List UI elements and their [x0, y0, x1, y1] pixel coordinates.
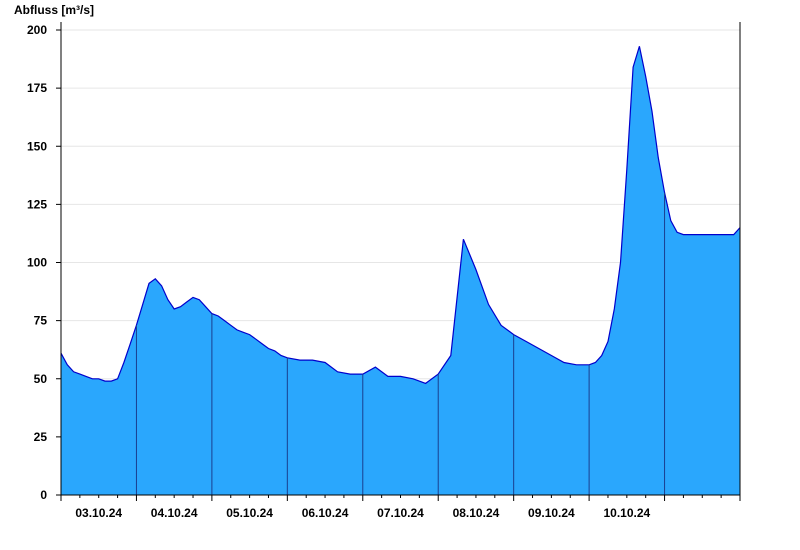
x-tick-label: 08.10.24	[453, 506, 500, 520]
y-ticks: 0 25 50 75 100 125 150 175 200	[27, 23, 61, 502]
x-tick-label: 10.10.24	[603, 506, 650, 520]
y-tick-label: 0	[40, 488, 47, 502]
y-tick-label: 100	[27, 256, 47, 270]
x-ticks: 03.10.24 04.10.24 05.10.24 06.10.24 07.10.24…	[60, 495, 741, 520]
x-tick-label: 03.10.24	[75, 506, 122, 520]
y-tick-label: 50	[34, 372, 48, 386]
day-separator-lines	[135, 192, 666, 495]
x-tick-label: 06.10.24	[302, 506, 349, 520]
x-tick-label: 07.10.24	[377, 506, 424, 520]
y-tick-label: 25	[34, 430, 48, 444]
y-tick-label: 75	[34, 314, 48, 328]
x-tick-label: 04.10.24	[151, 506, 198, 520]
x-tick-label: 09.10.24	[528, 506, 575, 520]
x-tick-label: 05.10.24	[226, 506, 273, 520]
y-axis-title: Abfluss [m³/s]	[14, 3, 94, 17]
y-tick-label: 200	[27, 23, 47, 37]
y-tick-label: 125	[27, 197, 47, 211]
y-tick-label: 150	[27, 139, 47, 153]
discharge-area	[61, 46, 740, 496]
y-tick-label: 175	[27, 81, 47, 95]
